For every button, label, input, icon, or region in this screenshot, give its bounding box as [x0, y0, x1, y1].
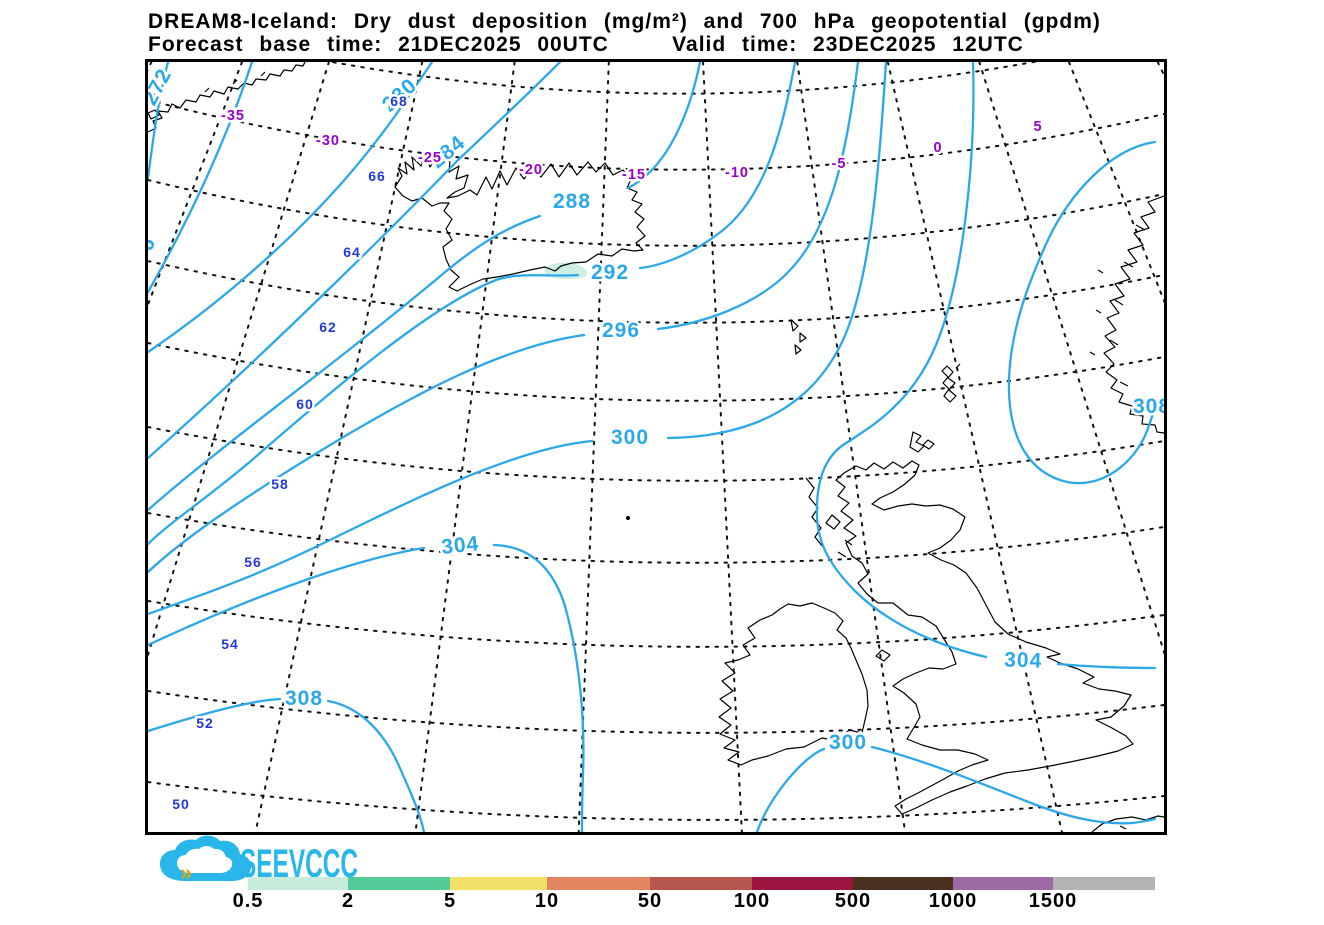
geopotential-contour — [148, 62, 434, 354]
latitude-label: 50 — [172, 796, 190, 812]
logo-text: SEEVCCC — [240, 842, 358, 886]
geopotential-contour — [148, 62, 888, 616]
map-frame — [145, 59, 1167, 835]
contour-label: 296 — [602, 319, 640, 342]
contour-label: 300 — [611, 426, 649, 449]
longitude-label: -30 — [316, 133, 340, 149]
legend-tick-label: 1000 — [928, 890, 978, 912]
graticule-meridian — [254, 62, 424, 832]
legend-tick-label: 2 — [341, 890, 355, 912]
cloud-icon: » — [160, 835, 252, 885]
coastline-faroes — [790, 319, 807, 355]
longitude-label: -10 — [725, 165, 749, 181]
longitude-label: -35 — [221, 108, 245, 124]
latitude-label: 56 — [244, 554, 262, 570]
forecast-map: 2722762802842882922963003043083003043086… — [148, 62, 1164, 832]
chart-title: DREAM8-Iceland: Dry dust deposition (mg/… — [148, 10, 1101, 33]
longitude-label: -15 — [622, 167, 646, 183]
coastline-france — [1091, 815, 1164, 832]
graticule-meridian — [978, 62, 1164, 656]
geopotential-contour — [148, 697, 426, 832]
geopotential-contour — [148, 62, 562, 460]
legend-color-segment — [853, 877, 953, 890]
graticule-parallel — [148, 781, 1164, 821]
legend-tick-label: 50 — [637, 890, 663, 912]
graticule-parallel — [148, 426, 1164, 482]
latitude-label: 58 — [271, 476, 289, 492]
legend-tick-label: 0.5 — [232, 890, 264, 912]
graticule-meridian — [796, 62, 907, 832]
contour-label: 292 — [591, 261, 629, 284]
latitude-label: 66 — [368, 168, 386, 184]
longitude-label: 0 — [933, 140, 942, 156]
legend-tick-label: 10 — [534, 890, 560, 912]
coastline-shetland — [941, 363, 961, 403]
graticule-parallel — [148, 342, 1164, 402]
graticule-meridian — [1067, 62, 1164, 304]
latitude-label: 62 — [319, 319, 337, 335]
contour-label: 300 — [829, 731, 867, 754]
graticule-parallel — [148, 179, 1164, 247]
geopotential-contour — [755, 745, 1157, 832]
legend-color-segment — [547, 877, 650, 890]
geopotential-contour — [148, 62, 860, 574]
legend-color-segment — [450, 877, 547, 890]
geopotential-contour — [148, 543, 585, 832]
coastline-orkney — [909, 431, 935, 453]
contour-label: 304 — [1004, 648, 1043, 672]
contour-label: 272 — [148, 65, 176, 109]
latitude-label: 52 — [196, 715, 214, 731]
geopotential-contour — [148, 62, 254, 294]
contour-label: 308 — [1133, 395, 1164, 418]
graticule-meridian — [148, 62, 330, 659]
graticule-parallel — [148, 260, 1164, 324]
legend-tick-label: 5 — [443, 890, 457, 912]
latitude-label: 64 — [343, 244, 361, 260]
seevccc-logo: » SEEVCCC — [160, 835, 358, 886]
legend-color-segment — [752, 877, 853, 890]
legend-color-segment — [650, 877, 752, 890]
longitude-label: 5 — [1033, 119, 1042, 135]
geopotential-contour — [148, 62, 170, 180]
coastline-hebrides — [805, 477, 853, 558]
geopotential-contour — [815, 62, 1157, 670]
contour-label: 288 — [553, 190, 591, 213]
graticule-meridian — [1156, 62, 1164, 78]
longitude-label: -5 — [832, 156, 847, 172]
longitude-label: -25 — [418, 150, 442, 166]
logo-arrows-icon: » — [180, 860, 192, 885]
graticule-meridian — [414, 62, 516, 832]
graticule-parallel — [326, 62, 1039, 95]
legend-tick-label: 500 — [834, 890, 872, 912]
coastline-britain — [835, 460, 1134, 815]
legend-color-segment — [1053, 877, 1155, 890]
latitude-label: 60 — [296, 396, 314, 412]
geopotential-contour — [1007, 140, 1157, 485]
geopotential-contour — [148, 62, 702, 512]
coastline-iceland — [394, 153, 646, 292]
coastline-greenland — [148, 62, 306, 133]
latitude-label: 68 — [390, 93, 408, 109]
legend-color-segment — [953, 877, 1053, 890]
coastline-ireland — [718, 602, 869, 766]
graticule-parallel — [148, 99, 1164, 171]
contour-label: 304 — [440, 532, 480, 559]
longitude-label: -20 — [519, 162, 543, 178]
latitude-label: 54 — [221, 636, 239, 652]
chart-subtitle: Forecast base time: 21DEC2025 00UTC Vali… — [148, 33, 1024, 56]
legend-tick-label: 100 — [733, 890, 771, 912]
graticule-meridian — [886, 62, 1063, 832]
small-island-dot — [626, 516, 630, 520]
coastline-norway — [1089, 195, 1164, 434]
contour-label: 308 — [285, 687, 323, 710]
legend-tick-label: 1500 — [1028, 890, 1078, 912]
geopotential-contour — [148, 62, 797, 546]
